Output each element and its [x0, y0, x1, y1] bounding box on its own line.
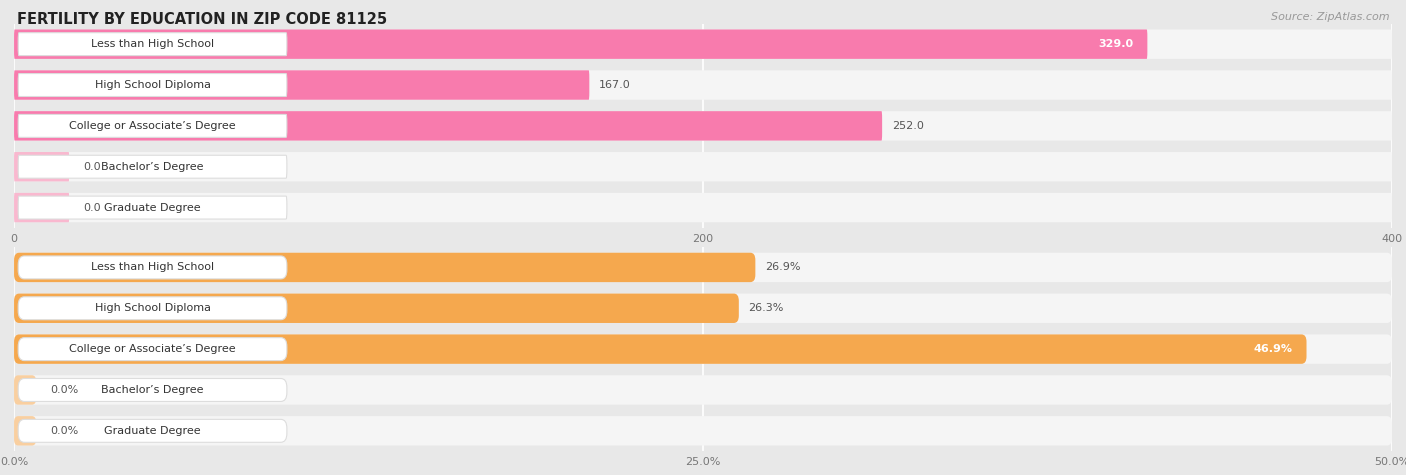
Text: 26.9%: 26.9%	[765, 262, 800, 273]
FancyBboxPatch shape	[18, 74, 287, 96]
Text: 0.0: 0.0	[83, 202, 101, 213]
FancyBboxPatch shape	[14, 111, 1392, 141]
FancyBboxPatch shape	[14, 70, 589, 100]
Text: College or Associate’s Degree: College or Associate’s Degree	[69, 121, 236, 131]
FancyBboxPatch shape	[14, 294, 738, 323]
Text: High School Diploma: High School Diploma	[94, 80, 211, 90]
Text: College or Associate’s Degree: College or Associate’s Degree	[69, 344, 236, 354]
FancyBboxPatch shape	[14, 193, 69, 222]
Text: High School Diploma: High School Diploma	[94, 303, 211, 314]
FancyBboxPatch shape	[14, 416, 37, 446]
Text: 46.9%: 46.9%	[1254, 344, 1292, 354]
FancyBboxPatch shape	[14, 334, 1306, 364]
FancyBboxPatch shape	[18, 256, 287, 279]
FancyBboxPatch shape	[14, 416, 1392, 446]
Text: 0.0: 0.0	[83, 162, 101, 172]
FancyBboxPatch shape	[14, 375, 1392, 405]
FancyBboxPatch shape	[18, 379, 287, 401]
FancyBboxPatch shape	[14, 29, 1147, 59]
Text: 0.0%: 0.0%	[49, 385, 79, 395]
Text: FERTILITY BY EDUCATION IN ZIP CODE 81125: FERTILITY BY EDUCATION IN ZIP CODE 81125	[17, 12, 387, 27]
FancyBboxPatch shape	[14, 152, 69, 181]
FancyBboxPatch shape	[14, 253, 755, 282]
FancyBboxPatch shape	[14, 111, 882, 141]
FancyBboxPatch shape	[14, 193, 1392, 222]
Text: 252.0: 252.0	[891, 121, 924, 131]
FancyBboxPatch shape	[14, 294, 1392, 323]
Text: Bachelor’s Degree: Bachelor’s Degree	[101, 162, 204, 172]
FancyBboxPatch shape	[18, 338, 287, 361]
FancyBboxPatch shape	[18, 33, 287, 56]
Text: Graduate Degree: Graduate Degree	[104, 202, 201, 213]
Text: 26.3%: 26.3%	[748, 303, 785, 314]
FancyBboxPatch shape	[18, 155, 287, 178]
Text: 0.0%: 0.0%	[49, 426, 79, 436]
FancyBboxPatch shape	[18, 297, 287, 320]
FancyBboxPatch shape	[14, 29, 1392, 59]
FancyBboxPatch shape	[14, 253, 1392, 282]
Text: Source: ZipAtlas.com: Source: ZipAtlas.com	[1271, 12, 1389, 22]
FancyBboxPatch shape	[14, 375, 37, 405]
FancyBboxPatch shape	[14, 334, 1392, 364]
FancyBboxPatch shape	[18, 196, 287, 219]
FancyBboxPatch shape	[14, 70, 1392, 100]
Text: Less than High School: Less than High School	[91, 39, 214, 49]
Text: 167.0: 167.0	[599, 80, 631, 90]
Text: Bachelor’s Degree: Bachelor’s Degree	[101, 385, 204, 395]
FancyBboxPatch shape	[14, 152, 1392, 181]
Text: Less than High School: Less than High School	[91, 262, 214, 273]
Text: Graduate Degree: Graduate Degree	[104, 426, 201, 436]
FancyBboxPatch shape	[18, 419, 287, 442]
FancyBboxPatch shape	[18, 114, 287, 137]
Text: 329.0: 329.0	[1098, 39, 1133, 49]
